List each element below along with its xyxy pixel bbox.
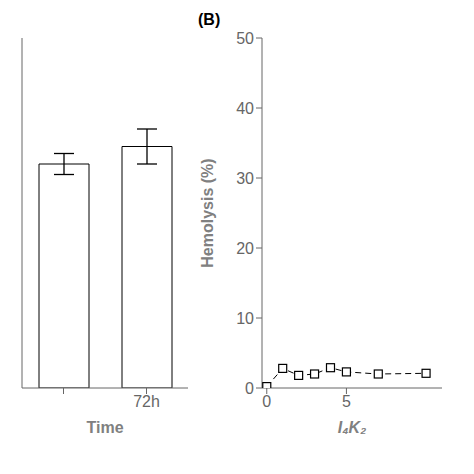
svg-text:20: 20 [236, 240, 254, 257]
svg-text:30: 30 [236, 170, 254, 187]
svg-text:Hemolysis (%): Hemolysis (%) [199, 158, 216, 267]
html-text:(B): (B) [198, 11, 221, 28]
svg-text:I₄K₂: I₄K₂ [338, 419, 367, 436]
svg-text:5: 5 [342, 393, 351, 410]
svg-text:Time: Time [86, 419, 123, 436]
svg-text:0: 0 [262, 393, 271, 410]
svg-text:10: 10 [236, 310, 254, 327]
svg-text:40: 40 [236, 100, 254, 117]
svg-text:0: 0 [245, 380, 254, 397]
svg-text:50: 50 [236, 32, 254, 47]
svg-text:72h: 72h [133, 393, 160, 410]
